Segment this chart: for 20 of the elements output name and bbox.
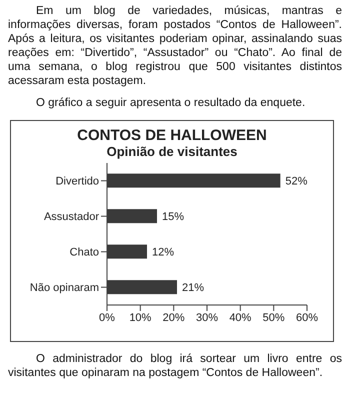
x-tick-label: 60%: [296, 312, 318, 324]
text: Em um blog de variedades, músicas, mantras e informações diversas, foram postados “Contos de Halloween”. Após a leitura, os visitantes poderiam opinar, assinalando suas reações em: “Divertido”, “Assustador” ou “Chato”. Ao final de uma semana, o blog registrou que 500 visitantes distintos acessaram esta postagem.: [8, 4, 342, 88]
x-tick-label: 10%: [129, 312, 152, 324]
y-tick-label: Chato: [70, 246, 99, 259]
y-tick-label: Assustador: [44, 211, 100, 224]
data-label: 21%: [182, 282, 204, 294]
x-tick-label: 40%: [229, 312, 252, 324]
y-tick-label: Não opinaram: [30, 282, 99, 294]
data-label: 12%: [152, 246, 174, 259]
chart-title: CONTOS DE HALLOWEEN: [76, 127, 268, 144]
data-label: 52%: [285, 176, 308, 188]
x-tick-label: 0%: [99, 312, 116, 324]
text: O administrador do blog irá sortear um livro entre os visitantes que opinaram na postagem “Contos de Halloween”.: [8, 352, 342, 380]
data-label: 15%: [162, 211, 184, 224]
x-tick-label: 50%: [262, 312, 285, 324]
x-tick-label: 30%: [196, 312, 218, 324]
y-tick-label: Divertido: [56, 176, 99, 188]
x-tick-label: 20%: [162, 312, 185, 324]
chart-subtitle: Opinião de visitantes: [106, 144, 238, 159]
text: O gráfico a seguir apresenta o resultado da enquete.: [35, 96, 306, 110]
